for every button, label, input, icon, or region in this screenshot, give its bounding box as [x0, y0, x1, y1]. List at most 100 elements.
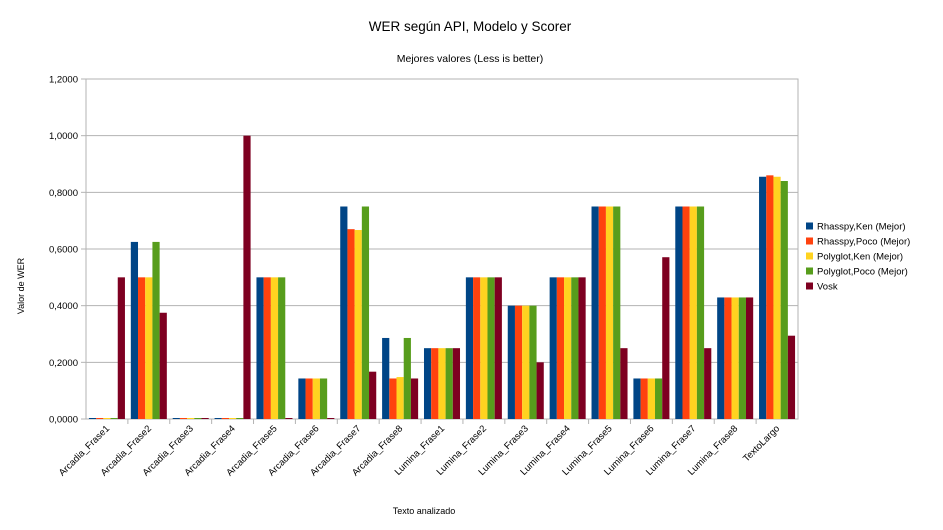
bar — [522, 306, 529, 419]
bar — [256, 277, 263, 419]
bar — [557, 277, 564, 419]
bar — [215, 418, 222, 419]
bar — [138, 277, 145, 419]
bar — [397, 377, 404, 419]
bar — [347, 229, 354, 419]
bar — [682, 207, 689, 420]
y-tick-label: 0,2000 — [49, 358, 78, 369]
y-tick-label: 1,0000 — [49, 131, 78, 142]
bar — [599, 207, 606, 420]
bar — [550, 277, 557, 419]
bar — [537, 362, 544, 419]
bar — [424, 348, 431, 419]
y-tick-label: 0,4000 — [49, 301, 78, 312]
bar — [759, 177, 766, 419]
bar — [495, 277, 502, 419]
bar — [194, 418, 201, 419]
bar — [173, 418, 180, 419]
bar — [746, 297, 753, 419]
bar — [264, 277, 271, 419]
bar — [111, 418, 118, 419]
bar — [655, 378, 662, 419]
bar — [118, 277, 125, 419]
bar — [285, 418, 292, 419]
y-tick-label: 0,6000 — [49, 245, 78, 256]
bar — [340, 207, 347, 420]
bar — [564, 277, 571, 419]
bar — [131, 242, 138, 419]
bar — [152, 242, 159, 419]
bar — [515, 306, 522, 419]
legend-swatch — [806, 253, 813, 260]
bar — [431, 348, 438, 419]
bar — [697, 207, 704, 420]
bar — [145, 277, 152, 419]
bar — [438, 348, 445, 419]
legend-label: Polyglot,Poco (Mejor) — [817, 267, 908, 278]
bar — [578, 277, 585, 419]
bar — [355, 230, 362, 419]
bar — [788, 336, 795, 419]
bar — [717, 297, 724, 419]
bar — [773, 177, 780, 419]
bar — [633, 378, 640, 419]
bar — [236, 418, 243, 419]
chart-subtitle: Mejores valores (Less is better) — [397, 53, 543, 65]
bar — [739, 297, 746, 419]
legend-swatch — [806, 238, 813, 245]
bar — [675, 207, 682, 420]
bar — [313, 378, 320, 419]
bar — [508, 306, 515, 419]
bar — [187, 418, 194, 419]
x-axis-label: Texto analizado — [393, 506, 456, 516]
bar — [382, 338, 389, 419]
bar — [571, 277, 578, 419]
bar — [389, 378, 396, 419]
bar — [278, 277, 285, 419]
bar — [202, 418, 209, 419]
bar — [89, 418, 96, 419]
legend-swatch — [806, 268, 813, 275]
bar — [306, 378, 313, 419]
chart-title: WER según API, Modelo y Scorer — [369, 19, 572, 34]
bar — [648, 378, 655, 419]
bar — [466, 277, 473, 419]
bar — [529, 306, 536, 419]
bar — [243, 136, 250, 419]
y-axis-label: Valor de WER — [16, 257, 26, 314]
bar — [446, 348, 453, 419]
bar — [766, 175, 773, 419]
bar — [480, 277, 487, 419]
bar — [487, 277, 494, 419]
bar — [724, 297, 731, 419]
bar — [620, 348, 627, 419]
legend-label: Polyglot,Ken (Mejor) — [817, 252, 903, 263]
legend-label: Rhasspy,Poco (Mejor) — [817, 237, 910, 248]
bar — [453, 348, 460, 419]
bar — [704, 348, 711, 419]
bar — [606, 207, 613, 420]
bar — [271, 277, 278, 419]
bar — [180, 418, 187, 419]
y-tick-label: 1,2000 — [49, 75, 78, 86]
legend-label: Vosk — [817, 282, 838, 293]
bar — [411, 378, 418, 419]
bar — [103, 418, 110, 419]
bar — [96, 418, 103, 419]
bar — [327, 418, 334, 419]
bar — [222, 418, 229, 419]
bar — [362, 207, 369, 420]
bar — [781, 181, 788, 419]
bar — [229, 418, 236, 419]
bar — [641, 378, 648, 419]
bar — [613, 207, 620, 420]
bar — [320, 378, 327, 419]
legend-swatch — [806, 223, 813, 230]
bar — [473, 277, 480, 419]
bar — [662, 257, 669, 419]
bar — [298, 378, 305, 419]
legend-swatch — [806, 283, 813, 290]
bar — [369, 372, 376, 419]
bar — [592, 207, 599, 420]
